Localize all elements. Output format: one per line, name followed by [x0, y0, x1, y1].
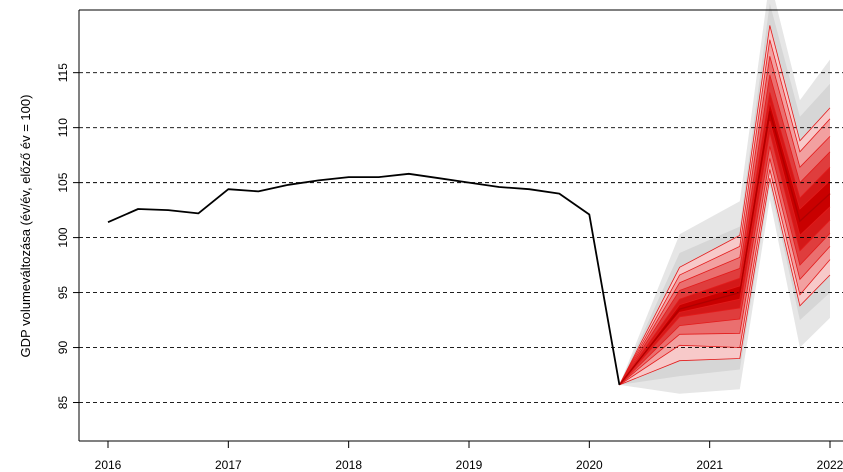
y-axis-label: GDP volumeváltozása (év/év, előző év = 1…: [18, 95, 33, 358]
x-tick-label: 2017: [215, 458, 242, 472]
fan-band-upper-edge: [619, 92, 831, 386]
fan-band-upper-edge: [619, 39, 831, 386]
y-tick-label: 85: [56, 396, 70, 410]
fan-band-lower-edge: [619, 120, 831, 386]
fan-band-lower-edge: [619, 169, 831, 386]
fan-band-upper-edge: [619, 25, 831, 386]
fan-band-lower-edge: [619, 131, 831, 386]
y-tick-labels: 85 90 95 100 105 110 115: [56, 63, 79, 409]
fan-band-6: [619, 92, 830, 385]
y-tick-label: 90: [56, 341, 70, 355]
x-tick-label: 2020: [576, 458, 603, 472]
history-series: [107, 172, 621, 386]
y-tick-label: 115: [56, 63, 70, 82]
axes: [78, 9, 843, 442]
fan-band-lower-edge: [619, 178, 831, 386]
x-tick-labels: 2016 2017 2018 2019 2020 2021 2022: [95, 441, 843, 472]
fan-band-upper-edge: [619, 74, 831, 386]
y-tick-label: 100: [56, 227, 70, 247]
grid-lines: [79, 72, 843, 403]
history-line: [107, 172, 621, 386]
x-tick-label: 2021: [696, 458, 723, 472]
y-tick-label: 95: [56, 286, 70, 300]
fan-band-upper-edge: [619, 56, 831, 386]
x-tick-label: 2019: [456, 458, 483, 472]
x-tick-label: 2018: [335, 458, 362, 472]
fan-band-lower-edge: [619, 146, 831, 386]
fan-band-lower-edge: [619, 158, 831, 386]
fan-band-upper-edge: [619, 102, 831, 386]
x-tick-label: 2016: [95, 458, 122, 472]
x-tick-label: 2022: [817, 458, 843, 472]
y-tick-label: 110: [56, 118, 70, 137]
y-tick-label: 105: [56, 172, 70, 192]
fan-band-edges: [618, 25, 831, 386]
fan-median-line: [618, 111, 831, 386]
